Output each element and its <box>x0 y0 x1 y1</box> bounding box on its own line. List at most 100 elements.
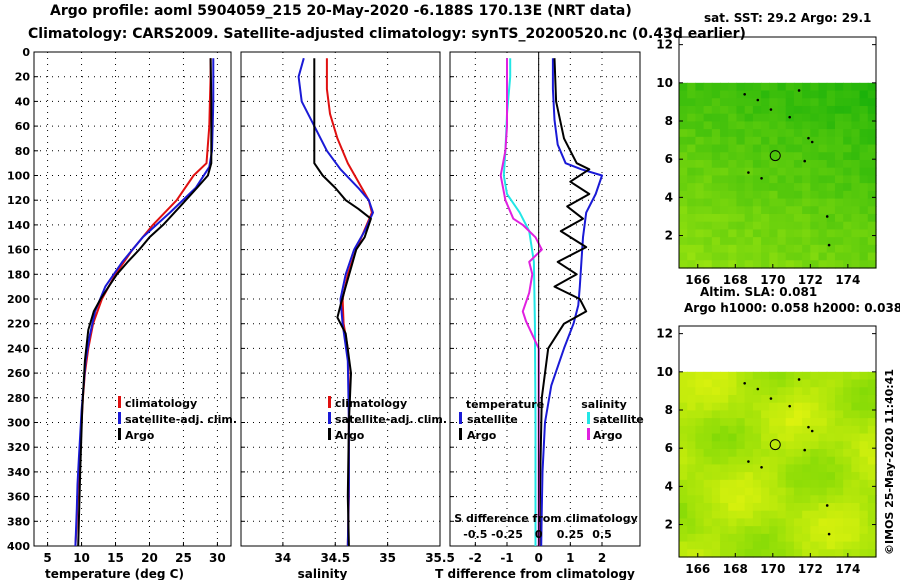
map-cell <box>793 371 803 381</box>
map-cell <box>728 495 738 504</box>
map-cell <box>728 433 738 442</box>
island-marker <box>743 381 746 385</box>
figure-title-line2: Climatology: CARS2009. Satellite-adjuste… <box>28 26 746 42</box>
map-cell <box>769 402 779 411</box>
x-tick-label: -2 <box>469 551 482 565</box>
map-cell <box>769 90 779 99</box>
map-cell <box>867 190 877 200</box>
map-cell <box>834 456 844 466</box>
map-cell <box>818 402 828 411</box>
map-cell <box>785 144 795 153</box>
map-x-tick-label: 166 <box>685 562 710 576</box>
map-cell <box>720 198 729 207</box>
legend-swatch <box>118 396 121 408</box>
map-cell <box>703 136 713 146</box>
x-tick-label: 0 <box>534 551 542 565</box>
series-line-argo <box>313 58 372 547</box>
map-cell <box>810 159 820 169</box>
map-cell <box>818 90 828 99</box>
map-cell <box>826 198 836 207</box>
map-cell <box>785 244 795 254</box>
map-cell <box>703 518 713 527</box>
map-cell <box>703 379 713 388</box>
map-cell <box>720 533 729 543</box>
map-cell <box>687 394 697 404</box>
map-cell <box>826 206 836 215</box>
map-cell <box>695 456 705 466</box>
series-line-satellite <box>540 58 603 547</box>
y-tick-label: 0 <box>22 46 30 59</box>
map-cell <box>752 371 762 381</box>
map-cell <box>867 371 877 381</box>
map-cell <box>859 136 869 146</box>
map-cell <box>818 502 828 512</box>
map-cell <box>826 144 836 153</box>
map-cell <box>851 479 861 489</box>
map-cell <box>695 495 705 504</box>
map-x-tick-label: 168 <box>723 562 748 576</box>
map-cell <box>695 472 705 481</box>
map-cell <box>793 213 803 223</box>
map-cell <box>679 105 688 115</box>
map-x-tick-label: 166 <box>685 273 710 287</box>
island-marker <box>788 404 791 408</box>
map-cell <box>736 244 746 254</box>
map-cell <box>818 175 828 184</box>
map-cell <box>802 425 811 435</box>
map-cell <box>777 159 787 169</box>
map-cell <box>752 175 762 184</box>
map-cell <box>695 402 705 411</box>
map-cell <box>843 198 852 207</box>
map-cell <box>703 526 713 535</box>
island-marker <box>747 171 750 174</box>
map-cell <box>761 394 770 404</box>
map-cell <box>834 121 844 130</box>
map-cell <box>867 152 877 161</box>
map-cell <box>679 441 688 450</box>
map-cell <box>695 518 705 527</box>
map-cell <box>687 221 697 231</box>
map-cell <box>802 213 811 223</box>
top-tick-label: 0 <box>535 528 543 541</box>
map-cell <box>752 167 762 177</box>
map-cell <box>695 371 705 381</box>
top-tick-label: -0.5 <box>463 528 487 541</box>
map-cell <box>711 394 721 404</box>
map-cell <box>695 229 705 238</box>
map-cell <box>695 105 705 115</box>
map-cell <box>769 502 779 512</box>
map-cell <box>711 190 721 200</box>
map-cell <box>687 448 697 458</box>
map-cell <box>785 167 795 177</box>
map-cell <box>736 152 746 161</box>
map-cell <box>769 541 779 550</box>
map-cell <box>793 418 803 427</box>
map-cell <box>867 379 877 388</box>
map-cell <box>728 129 738 138</box>
map-cell <box>720 229 729 238</box>
map-cell <box>859 394 869 404</box>
map-cell <box>736 98 746 107</box>
map-cell <box>851 371 861 381</box>
map-cell <box>802 472 811 481</box>
map-cell <box>826 472 836 481</box>
map-cell <box>777 213 787 223</box>
map-cell <box>695 549 705 558</box>
y-tick-label: 300 <box>7 417 30 430</box>
map-cell <box>720 387 729 396</box>
x-tick-label: 5 <box>43 551 51 565</box>
map-cell <box>802 510 811 520</box>
map-cell <box>711 387 721 396</box>
map-cell <box>736 502 746 512</box>
map-cell <box>761 502 770 512</box>
map-cell <box>687 159 697 169</box>
map-cell <box>810 487 820 496</box>
axes-frame <box>33 51 232 547</box>
x-tick-label: 35.5 <box>425 551 455 565</box>
map-cell <box>818 425 828 435</box>
map-cell <box>843 237 852 246</box>
map-cell <box>810 402 820 411</box>
map-cell <box>711 260 721 269</box>
legend-swatch <box>587 428 590 440</box>
map-x-tick-label: 174 <box>835 273 860 287</box>
